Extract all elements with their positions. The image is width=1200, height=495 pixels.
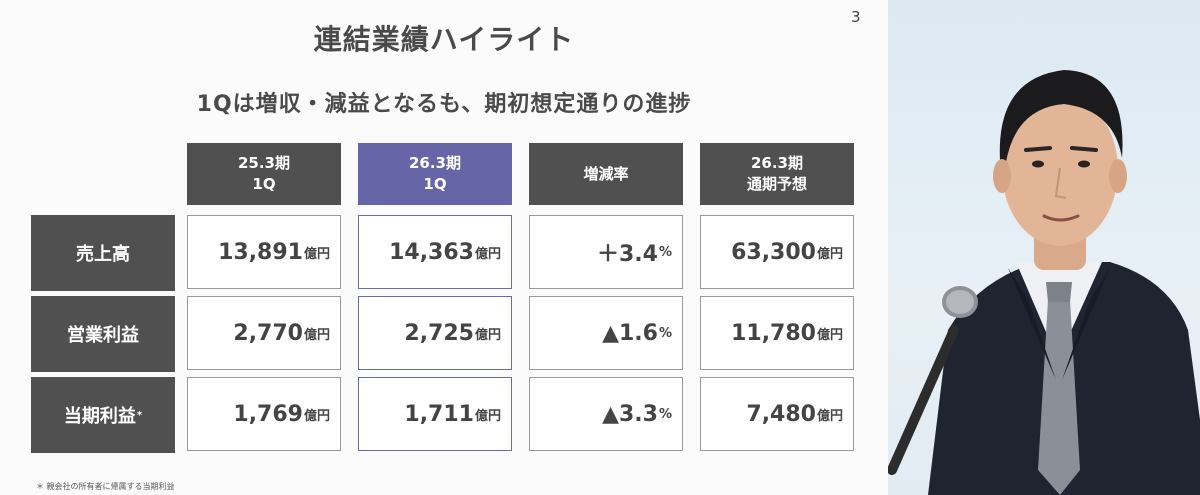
cell-unit: 億円 xyxy=(474,327,501,343)
presentation-slide: 3 連結業績ハイライト 1Qは増収・減益となるも、期初想定通りの進捗 25.3期… xyxy=(31,8,861,491)
column-header-change-rate: 増減率 xyxy=(529,143,683,205)
row-label-text: 売上高 xyxy=(76,244,130,265)
cell-unit: 億円 xyxy=(303,246,330,262)
cell-value: 2,725 xyxy=(404,320,474,346)
cell-value: 13,891 xyxy=(218,239,303,265)
cell-unit: % xyxy=(658,325,672,341)
row-label-text: 当期利益 xyxy=(63,406,136,427)
table-cell: 1,711 億円 xyxy=(358,377,512,451)
cell-unit: % xyxy=(658,244,672,260)
table-cell: ▲1.6% xyxy=(529,296,683,370)
column-header-line1: 増減率 xyxy=(583,164,629,183)
cell-value: 7,480 xyxy=(746,401,816,427)
table-cell: 2,725 億円 xyxy=(358,296,512,370)
row-label-revenue: 売上高 xyxy=(31,215,175,291)
cell-unit: % xyxy=(658,406,672,422)
cell-value: 1,769 xyxy=(233,401,303,427)
table-cell: ▲3.3% xyxy=(529,377,683,451)
table-cell: 2,770 億円 xyxy=(187,296,341,370)
cell-unit: 億円 xyxy=(303,408,330,424)
cell-unit: 億円 xyxy=(816,408,843,424)
table-cell: 11,780 億円 xyxy=(700,296,854,370)
slide-subtitle: 1Qは増収・減益となるも、期初想定通りの進捗 xyxy=(196,92,692,117)
column-header-line1: 26.3期 xyxy=(750,154,803,172)
cell-value: 14,363 xyxy=(389,239,474,265)
speaker-video xyxy=(888,0,1200,495)
column-header-full-year-forecast: 26.3期 通期予想 xyxy=(700,143,854,205)
footnote-mark: * xyxy=(136,409,143,421)
cell-value: 63,300 xyxy=(731,239,816,265)
cell-value: 11,780 xyxy=(731,320,816,346)
table-cell: ＋3.4% xyxy=(529,215,683,289)
footnote: ＊ 親会社の所有者に帰属する当期利益 xyxy=(36,482,175,491)
cell-unit: 億円 xyxy=(474,408,501,424)
column-header-line2: 通期予想 xyxy=(746,175,807,193)
slide-title: 連結業績ハイライト xyxy=(313,23,575,56)
cell-value: 1,711 xyxy=(404,401,474,427)
row-label-text: 営業利益 xyxy=(67,325,139,346)
cell-value: ▲3.3 xyxy=(602,401,658,427)
row-label-operating-profit: 営業利益 xyxy=(31,296,175,372)
column-header-line2: 1Q xyxy=(423,175,447,193)
table-cell: 7,480 億円 xyxy=(700,377,854,451)
column-header-prev-1q: 25.3期 1Q xyxy=(187,143,341,205)
column-header-line1: 26.3期 xyxy=(408,154,461,172)
cell-value: ＋3.4 xyxy=(596,242,658,267)
cell-unit: 億円 xyxy=(303,327,330,343)
cell-unit: 億円 xyxy=(816,327,843,343)
cell-value: 2,770 xyxy=(233,320,303,346)
column-header-line2: 1Q xyxy=(252,175,276,193)
row-label-net-profit: 当期利益 * xyxy=(31,377,175,453)
page-number: 3 xyxy=(851,8,861,26)
table-cell: 63,300 億円 xyxy=(700,215,854,289)
table-cell: 14,363 億円 xyxy=(358,215,512,289)
table-cell: 13,891 億円 xyxy=(187,215,341,289)
speaker-figure xyxy=(888,70,1200,495)
cell-unit: 億円 xyxy=(474,246,501,262)
cell-value: ▲1.6 xyxy=(602,320,658,346)
column-header-line1: 25.3期 xyxy=(237,154,290,172)
table-cell: 1,769 億円 xyxy=(187,377,341,451)
column-header-current-1q: 26.3期 1Q xyxy=(358,143,512,205)
cell-unit: 億円 xyxy=(816,246,843,262)
